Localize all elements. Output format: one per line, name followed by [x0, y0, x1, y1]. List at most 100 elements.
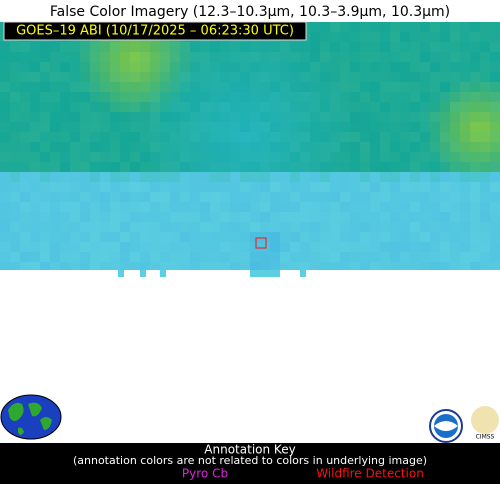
image-pixel [160, 52, 170, 62]
image-pixel [430, 132, 440, 142]
image-pixel [90, 242, 100, 252]
image-pixel [430, 202, 440, 212]
image-pixel [340, 162, 350, 172]
image-pixel [10, 142, 20, 152]
image-pixel [230, 142, 240, 152]
image-pixel [170, 252, 180, 262]
image-pixel [320, 252, 330, 262]
image-pixel [260, 112, 270, 122]
image-pixel [140, 132, 150, 142]
image-pixel [390, 152, 400, 162]
image-pixel [440, 262, 450, 270]
image-pixel [360, 42, 370, 52]
image-pixel [360, 52, 370, 62]
image-pixel [210, 102, 220, 112]
image-pixel [460, 212, 470, 222]
image-pixel [240, 122, 250, 132]
image-pixel [220, 252, 230, 262]
image-pixel [230, 132, 240, 142]
image-pixel [360, 32, 370, 42]
image-pixel [450, 132, 460, 142]
image-pixel [330, 162, 340, 172]
image-pixel [420, 242, 430, 252]
image-pixel [30, 102, 40, 112]
image-pixel [240, 192, 250, 202]
image-pixel [120, 92, 130, 102]
image-pixel [40, 102, 50, 112]
image-pixel [200, 162, 210, 172]
image-pixel [180, 72, 190, 82]
image-pixel [480, 142, 490, 152]
image-pixel [440, 102, 450, 112]
image-pixel [30, 262, 40, 270]
image-pixel [360, 62, 370, 72]
image-pixel [300, 192, 310, 202]
image-pixel [370, 262, 380, 270]
image-pixel [340, 132, 350, 142]
image-pixel [110, 142, 120, 152]
image-pixel [420, 42, 430, 52]
image-pixel [340, 252, 350, 262]
image-pixel [150, 262, 160, 270]
image-pixel [340, 62, 350, 72]
image-pixel [490, 122, 500, 132]
image-pixel [130, 82, 140, 92]
image-pixel [420, 192, 430, 202]
image-pixel [20, 262, 30, 270]
image-pixel [320, 192, 330, 202]
image-pixel [310, 82, 320, 92]
image-pixel [20, 52, 30, 62]
image-pixel [20, 222, 30, 232]
image-pixel [320, 92, 330, 102]
image-pixel [170, 72, 180, 82]
image-pixel [300, 222, 310, 232]
image-pixel [60, 82, 70, 92]
image-pixel [260, 182, 270, 192]
image-pixel [400, 242, 410, 252]
image-pixel [100, 162, 110, 172]
image-pixel [360, 92, 370, 102]
image-pixel [140, 162, 150, 172]
image-pixel [90, 202, 100, 212]
image-pixel [10, 182, 20, 192]
image-pixel [150, 72, 160, 82]
image-pixel [40, 122, 50, 132]
image-pixel [380, 232, 390, 242]
image-pixel [490, 62, 500, 72]
image-pixel [180, 192, 190, 202]
image-pixel [160, 62, 170, 72]
image-pixel [440, 152, 450, 162]
image-pixel [480, 132, 490, 142]
image-pixel [480, 72, 490, 82]
image-pixel [400, 232, 410, 242]
image-pixel [250, 102, 260, 112]
image-pixel [330, 182, 340, 192]
image-pixel [310, 52, 320, 62]
image-pixel [50, 142, 60, 152]
image-pixel [0, 172, 10, 182]
image-pixel [210, 182, 220, 192]
image-pixel [130, 162, 140, 172]
image-pixel [380, 52, 390, 62]
image-pixel [140, 62, 150, 72]
image-pixel [260, 142, 270, 152]
image-pixel [180, 172, 190, 182]
image-pixel [330, 192, 340, 202]
image-pixel [50, 82, 60, 92]
image-pixel [230, 62, 240, 72]
image-pixel [300, 212, 310, 222]
image-pixel [140, 82, 150, 92]
image-pixel [50, 122, 60, 132]
image-pixel [190, 72, 200, 82]
image-pixel [450, 202, 460, 212]
image-pixel [360, 222, 370, 232]
image-pixel [90, 42, 100, 52]
image-pixel [450, 102, 460, 112]
image-pixel [90, 232, 100, 242]
image-pixel [250, 232, 260, 242]
image-pixel [0, 182, 10, 192]
image-pixel [260, 202, 270, 212]
image-pixel [330, 252, 340, 262]
image-pixel [430, 222, 440, 232]
image-pixel [420, 92, 430, 102]
